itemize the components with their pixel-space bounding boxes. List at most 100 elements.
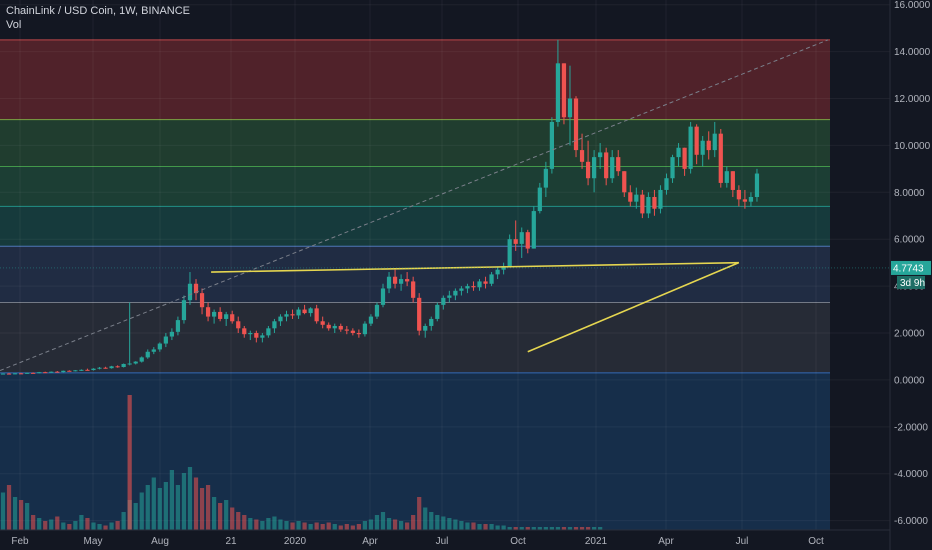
volume-bar	[338, 525, 343, 530]
candle-body	[175, 320, 181, 332]
candle-body	[115, 366, 120, 368]
price-axis-tick: 2.0000	[894, 329, 925, 340]
volume-label: Vol	[6, 19, 22, 31]
time-axis-tick: May	[84, 536, 103, 547]
bar-countdown: 3d 9h	[900, 278, 925, 289]
candle-body	[423, 325, 428, 331]
volume-bar	[290, 522, 295, 530]
volume-bar	[429, 512, 434, 530]
volume-bar	[218, 503, 223, 530]
candle-body	[736, 189, 741, 200]
fib-band	[0, 302, 830, 373]
candle-body	[724, 171, 729, 183]
price-axis[interactable]: 16.0000 14.0000 12.0000 10.0000 8.0000 6.0000…	[830, 0, 932, 550]
chart-legend: ChainLink / USD Coin, 1W, BINANCE Vol	[6, 4, 190, 32]
volume-bar	[362, 521, 368, 530]
candle-body	[622, 171, 627, 193]
candle-body	[742, 199, 748, 202]
volume-bar	[145, 485, 150, 530]
volume-bar	[272, 516, 277, 530]
volume-bar	[278, 519, 283, 530]
candle-body	[290, 314, 295, 316]
volume-bar	[67, 524, 72, 530]
volume-bar	[392, 519, 398, 530]
candle-body	[61, 370, 66, 373]
volume-bar	[573, 527, 579, 530]
candle-body	[392, 276, 398, 284]
volume-bar	[73, 521, 78, 530]
candle-body	[163, 336, 168, 344]
volume-bar	[314, 522, 319, 530]
candle-body	[362, 323, 368, 335]
volume-bar	[205, 485, 211, 530]
trendline	[0, 39, 829, 371]
trendlines[interactable]	[0, 39, 829, 371]
fib-band	[0, 39, 830, 120]
last-price-value: 4.7743	[893, 263, 924, 274]
candle-body	[471, 286, 476, 288]
candle-body	[604, 152, 609, 179]
price-axis-tick: 8.0000	[894, 188, 925, 199]
candle-body	[193, 283, 199, 294]
candle-body	[688, 126, 693, 169]
candle-body	[453, 290, 458, 296]
candle-body	[525, 232, 530, 249]
candle-body	[18, 373, 24, 375]
candle-body	[664, 178, 669, 190]
candle-body	[513, 239, 518, 244]
volume-bar	[212, 497, 217, 530]
time-axis-tick: Aug	[151, 536, 169, 547]
candle-body	[694, 126, 699, 155]
time-axis-tick: 2021	[585, 536, 608, 547]
volume-bar	[12, 497, 18, 530]
candle-body	[374, 304, 380, 317]
volume-bar	[37, 518, 42, 530]
candle-body	[748, 196, 754, 202]
candle-body	[405, 279, 410, 282]
volume-bar	[501, 525, 506, 530]
candle-body	[411, 281, 416, 298]
volume-bar	[97, 524, 102, 530]
volume-bar	[193, 477, 199, 530]
volume-bar	[6, 485, 12, 530]
volume-bar	[549, 527, 554, 530]
volume-bar	[169, 470, 174, 530]
trendline	[527, 261, 740, 353]
axis-pane	[830, 0, 932, 550]
time-axis-tick: 2020	[284, 536, 307, 547]
volume-bar	[423, 507, 428, 530]
candle-body	[585, 161, 591, 179]
candle-body	[187, 283, 193, 301]
volume-bar	[368, 519, 374, 530]
candle-body	[495, 269, 500, 275]
candle-body	[139, 357, 144, 362]
candle-body	[37, 372, 42, 374]
volume-bar	[567, 527, 573, 530]
volume-bar	[199, 488, 205, 530]
candle-body	[79, 369, 84, 371]
candle-body	[25, 372, 30, 374]
volume-bars	[0, 395, 603, 530]
candle-body	[49, 371, 54, 373]
volume-bar	[175, 485, 181, 530]
volume-bar	[103, 525, 108, 530]
time-axis-tick: Jul	[436, 536, 449, 547]
candle-body	[260, 335, 265, 338]
candle-body	[561, 63, 567, 118]
candle-body	[706, 140, 711, 151]
candle-body	[465, 286, 470, 289]
volume-bar	[31, 515, 36, 530]
candle-body	[236, 321, 241, 329]
time-axis-tick: Feb	[11, 536, 29, 547]
candle-body	[477, 281, 482, 288]
volume-bar	[465, 522, 470, 530]
volume-bar	[181, 473, 187, 530]
candle-body	[212, 311, 217, 317]
volume-bar	[459, 521, 464, 530]
candle-body	[483, 281, 488, 284]
price-axis-tick: -6.0000	[894, 516, 928, 527]
volume-bar	[507, 527, 512, 530]
time-axis[interactable]: Feb May Aug 21 2020 Apr Jul Oct 2021 Apr Jul Oct	[0, 529, 890, 547]
